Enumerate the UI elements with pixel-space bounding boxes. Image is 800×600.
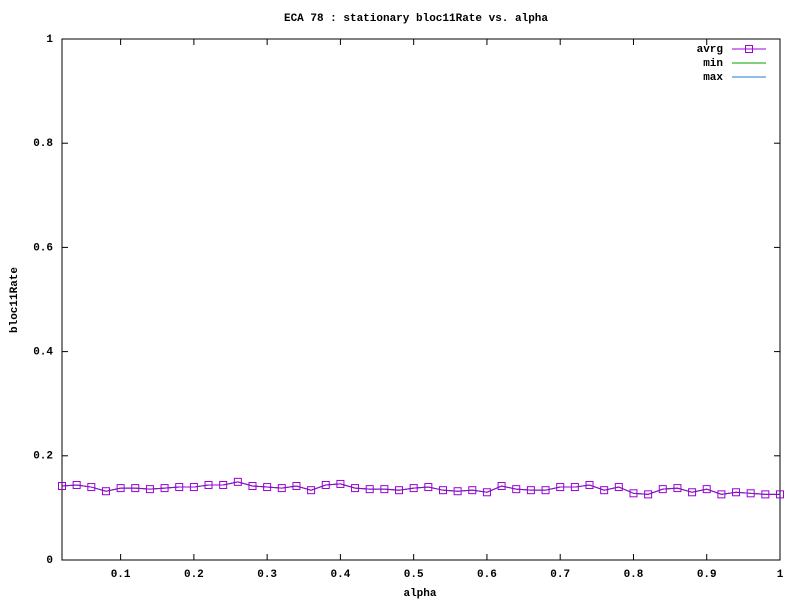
legend-label: max — [703, 72, 723, 84]
point-marker — [453, 487, 462, 496]
point-marker — [468, 486, 477, 495]
x-tick-label: 0.7 — [550, 569, 570, 581]
point-marker — [131, 484, 140, 493]
point-marker — [717, 490, 726, 499]
point-marker — [438, 486, 447, 495]
point-marker — [629, 489, 638, 498]
y-tick-label: 0.6 — [33, 242, 53, 254]
point-marker — [732, 488, 741, 497]
point-marker — [409, 484, 418, 493]
point-marker — [58, 482, 66, 491]
point-marker — [497, 482, 506, 491]
point-marker — [219, 480, 228, 489]
legend-label: min — [703, 58, 723, 70]
point-marker — [673, 484, 682, 493]
point-marker — [307, 486, 316, 495]
point-marker — [395, 486, 404, 495]
point-marker — [380, 485, 389, 494]
point-marker — [321, 480, 330, 489]
plot-frame — [61, 38, 781, 561]
point-marker — [160, 484, 169, 493]
point-marker — [277, 484, 286, 493]
point-marker — [570, 483, 579, 492]
x-tick-label: 0.2 — [184, 569, 204, 581]
point-marker — [746, 489, 755, 498]
point-marker — [688, 488, 697, 497]
point-marker — [292, 482, 301, 491]
point-marker — [101, 487, 110, 496]
x-tick-label: 0.1 — [111, 569, 131, 581]
y-axis-label: bloc11Rate — [9, 267, 21, 333]
point-marker — [336, 479, 345, 488]
point-marker — [556, 483, 565, 492]
y-tick-label: 1 — [46, 34, 53, 46]
point-marker — [482, 488, 491, 497]
point-marker — [776, 490, 784, 499]
point-marker — [175, 483, 184, 492]
point-marker — [761, 490, 770, 499]
point-marker — [600, 486, 609, 495]
point-marker — [204, 480, 213, 489]
point-marker — [424, 483, 433, 492]
point-marker — [365, 485, 374, 494]
point-marker — [541, 486, 550, 495]
x-tick-label: 0.6 — [477, 569, 497, 581]
x-tick-label: 0.4 — [331, 569, 351, 581]
point-marker — [614, 483, 623, 492]
point-marker — [87, 483, 96, 492]
point-marker — [263, 483, 272, 492]
point-marker — [526, 486, 535, 495]
point-marker — [702, 485, 711, 494]
point-marker — [644, 490, 653, 499]
point-marker — [145, 485, 154, 494]
point-marker — [233, 477, 242, 486]
point-marker — [658, 485, 667, 494]
y-tick-label: 0.8 — [33, 138, 53, 150]
chart-title: ECA 78 : stationary bloc11Rate vs. alpha — [284, 13, 548, 25]
x-tick-label: 0.3 — [257, 569, 277, 581]
point-marker — [248, 482, 257, 491]
x-tick-label: 0.5 — [404, 569, 424, 581]
point-marker — [351, 484, 360, 493]
y-tick-label: 0 — [46, 555, 53, 567]
x-axis-label: alpha — [403, 588, 436, 600]
point-marker — [512, 485, 521, 494]
series-line — [61, 481, 780, 495]
x-tick-label: 1 — [777, 569, 784, 581]
y-tick-label: 0.2 — [33, 451, 53, 463]
y-tick-label: 0.4 — [33, 347, 53, 359]
x-tick-label: 0.9 — [697, 569, 717, 581]
point-marker — [189, 483, 198, 492]
legend-label: avrg — [697, 44, 723, 56]
legend-marker — [745, 45, 753, 53]
point-marker — [585, 480, 594, 489]
x-tick-label: 0.8 — [624, 569, 644, 581]
point-marker — [72, 480, 81, 489]
point-marker — [116, 484, 125, 493]
